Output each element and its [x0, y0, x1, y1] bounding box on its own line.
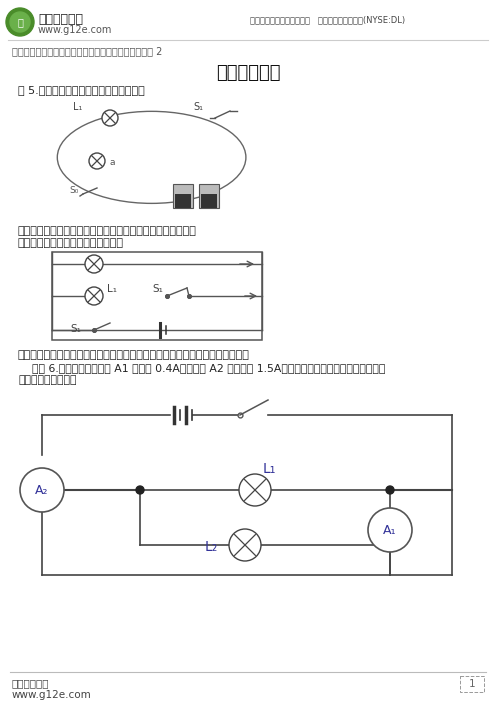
Text: 「技巧总结」关键是看懂电路，然后一一对应转化为电路图，注意画图要规范。: 「技巧总结」关键是看懂电路，然后一一对应转化为电路图，注意画图要规范。	[18, 350, 250, 360]
Text: 「解答过程」画出的电路图如下示。: 「解答过程」画出的电路图如下示。	[18, 238, 124, 248]
Text: 初二强化提高班《物理》上学期辅导第三章第二节讲义 2: 初二强化提高班《物理》上学期辅导第三章第二节讲义 2	[12, 46, 162, 56]
Text: S₁: S₁	[193, 102, 203, 112]
Text: S₀: S₀	[69, 186, 78, 195]
Text: www.g12e.com: www.g12e.com	[12, 690, 92, 700]
Circle shape	[102, 110, 118, 126]
Text: L₁: L₁	[263, 462, 276, 476]
Text: L₁: L₁	[73, 102, 82, 112]
Text: 中小学教育网: 中小学教育网	[12, 678, 50, 688]
Circle shape	[10, 12, 30, 32]
Text: S₁: S₁	[152, 284, 163, 294]
Text: L₁: L₁	[107, 284, 117, 294]
Text: 「思路分析」首先是看懂电路图，可以用表电流法进行判断。: 「思路分析」首先是看懂电路图，可以用表电流法进行判断。	[18, 226, 197, 236]
Text: A₂: A₂	[35, 484, 49, 496]
Circle shape	[136, 486, 144, 494]
Bar	[173, 184, 193, 208]
Circle shape	[20, 468, 64, 512]
Circle shape	[386, 486, 394, 494]
Text: 1: 1	[469, 679, 475, 689]
Bar	[199, 184, 219, 208]
Bar	[460, 676, 484, 692]
Bar	[201, 194, 217, 208]
Bar	[175, 194, 191, 208]
Text: www.g12e.com: www.g12e.com	[38, 25, 113, 35]
Circle shape	[368, 508, 412, 552]
Circle shape	[229, 529, 261, 561]
Circle shape	[6, 8, 34, 36]
Text: 中: 中	[17, 17, 23, 27]
Circle shape	[239, 474, 271, 506]
Text: a: a	[109, 158, 115, 167]
Text: 例题 6.如图所示，电流表 A1 示数为 0.4A，电流表 A2 的示数为 1.5A，根据电路图，用笔画线作导线把右: 例题 6.如图所示，电流表 A1 示数为 0.4A，电流表 A2 的示数为 1.…	[18, 363, 385, 373]
Text: S₁: S₁	[70, 324, 81, 334]
Circle shape	[89, 153, 105, 169]
Circle shape	[85, 255, 103, 273]
Circle shape	[85, 287, 103, 305]
Text: 例 5.实物图如图所示，画出它的电路图。: 例 5.实物图如图所示，画出它的电路图。	[18, 85, 145, 95]
Text: 边的实物连接起来。: 边的实物连接起来。	[18, 375, 76, 385]
Text: L₂: L₂	[205, 540, 218, 554]
Text: 正保远程教育旗下品牌网站   美国纽交所上市公司(NYSE:DL): 正保远程教育旗下品牌网站 美国纽交所上市公司(NYSE:DL)	[250, 15, 405, 25]
Text: 中小学教育网: 中小学教育网	[38, 13, 83, 26]
Text: A₁: A₁	[383, 524, 397, 536]
Bar	[52, 252, 262, 340]
Text: 经典例题精讲: 经典例题精讲	[216, 64, 280, 82]
